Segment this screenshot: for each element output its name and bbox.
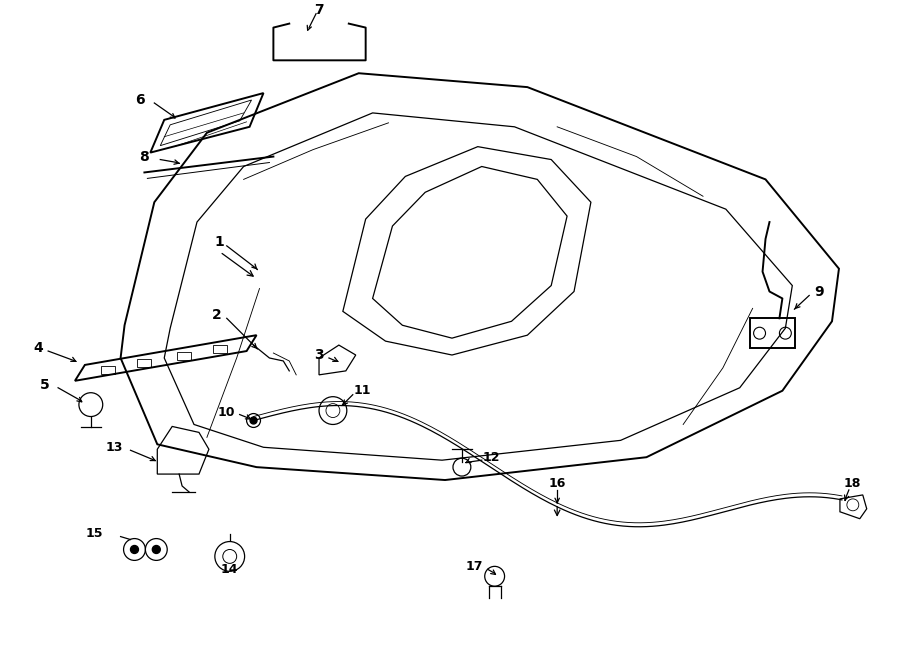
Text: 2: 2 (212, 308, 221, 322)
Text: 8: 8 (140, 150, 149, 164)
Text: 17: 17 (466, 560, 483, 573)
Text: 5: 5 (40, 378, 50, 392)
Text: 3: 3 (314, 348, 324, 362)
Text: 7: 7 (314, 3, 324, 17)
Text: 6: 6 (136, 93, 145, 107)
Text: 10: 10 (218, 406, 236, 419)
Text: 11: 11 (354, 384, 372, 397)
Text: 9: 9 (814, 285, 824, 299)
Circle shape (250, 417, 257, 424)
Text: 13: 13 (106, 441, 123, 453)
Text: 16: 16 (548, 477, 566, 491)
Text: 12: 12 (483, 451, 500, 463)
Text: 18: 18 (843, 477, 860, 491)
Circle shape (130, 545, 139, 553)
Circle shape (152, 545, 160, 553)
Text: 4: 4 (33, 341, 43, 355)
Text: 1: 1 (215, 235, 225, 249)
Text: 15: 15 (86, 527, 104, 540)
Text: 14: 14 (221, 563, 239, 576)
